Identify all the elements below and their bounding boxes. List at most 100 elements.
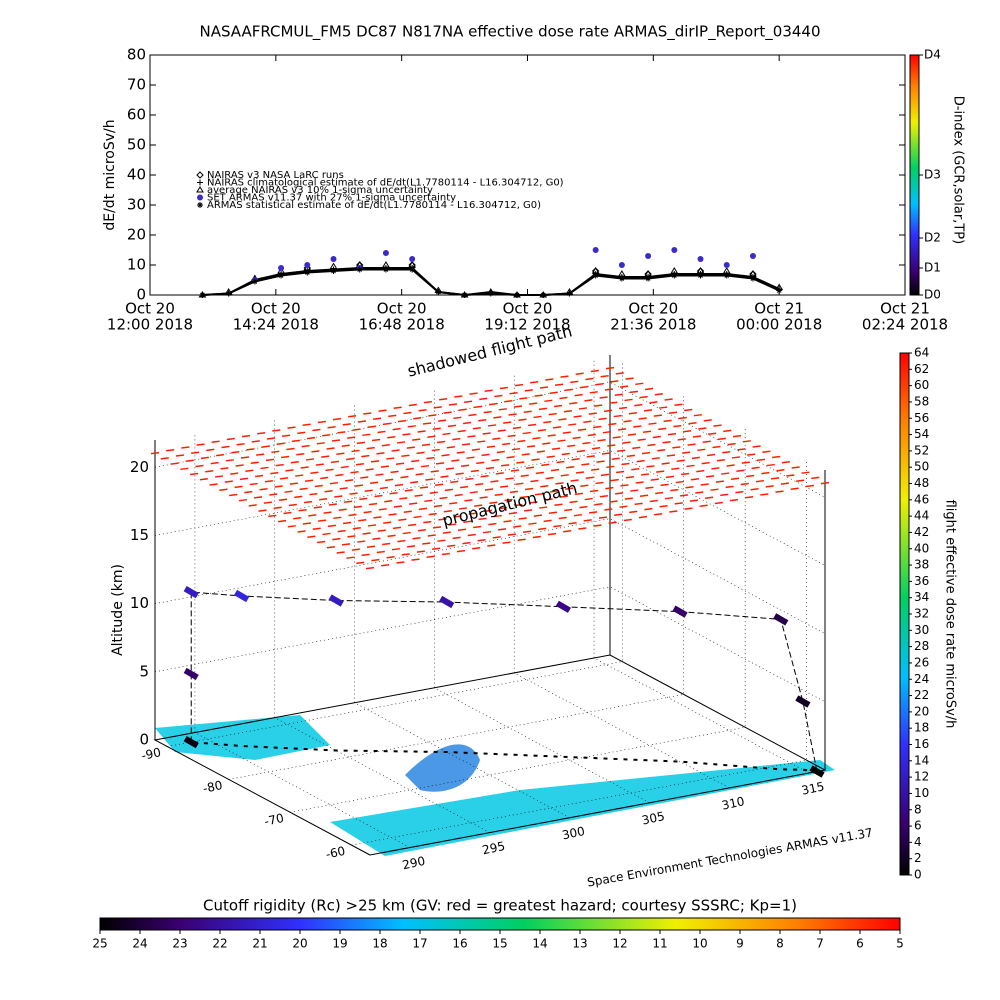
dose-dash [498,528,507,531]
dose-dash [418,408,427,412]
data-point [382,266,389,273]
dose-dash [303,500,313,504]
dose-dash [459,485,469,489]
dose-dash [576,449,586,453]
dose-dash [256,453,265,456]
dose-dash [534,394,543,397]
colorbar-tick-label: 40 [914,541,929,555]
dose-dash [569,401,578,405]
dose-dash [384,500,393,503]
legend-symbol [197,202,203,208]
colorbar-tick-label: 23 [172,937,187,951]
dose-dash [219,488,228,491]
dose-dash [431,547,441,550]
dose-dash [685,486,694,489]
dose-dash [431,448,440,452]
dose-dash [457,528,467,532]
data-point [566,290,573,297]
dose-dash [396,441,406,444]
dose-dash [588,412,597,415]
dose-dash [430,470,439,473]
y-tick-label: 70 [127,76,146,94]
dose-dash [698,427,707,430]
dose-dash [512,426,522,430]
dose-dash [503,421,512,424]
dose-dash [466,456,475,459]
dose-dash [605,366,615,370]
x-tick-label: 19:12 2018 [484,316,570,334]
dose-point [234,589,250,603]
dose-dash [315,463,324,466]
dose-dash [314,484,323,488]
dose-dash [648,422,657,425]
axis-box [153,355,827,856]
dose-dash [410,481,419,484]
dose-dash [298,508,307,512]
dose-dash [593,524,602,527]
dose-dash [360,476,369,479]
dose-dash [357,420,367,423]
dose-dash [473,405,482,409]
dose-dash [312,527,321,530]
dose-dash [447,544,456,548]
dose-dash [732,434,742,438]
dose-dash [553,404,563,408]
dose-dash [677,438,686,441]
dose-dash [519,397,528,400]
dose-dash [245,469,254,473]
dose-dash [472,427,481,430]
dose-dash [515,482,524,486]
dose-dash [435,483,444,486]
dose-dash [468,512,477,515]
data-point [304,262,311,268]
dose-dash [392,526,402,530]
dose-dash [585,476,594,479]
dose-dash [342,423,351,426]
dose-dash [628,411,638,415]
dose-dash [536,450,545,453]
dose-dash [369,481,379,484]
dose-dash [696,469,705,473]
dose-dash [478,418,487,422]
dose-dash [602,430,612,434]
dose-dash [287,426,296,429]
dose-dash [438,419,447,422]
dose-dash [667,432,677,436]
dose-dash [310,471,319,474]
dose-dash [578,527,587,530]
dose-dash [609,401,618,405]
data-point [251,278,258,285]
dose-dash [542,442,551,445]
dose-dash [382,422,391,426]
dose-dash [550,468,560,472]
dose-dash [608,422,617,426]
dose-dash [498,408,507,411]
dose-dash [553,524,562,528]
dose-dash [408,523,417,527]
dose-dash [499,386,508,390]
dose-dash [514,503,523,507]
dose-dash [297,530,306,533]
grid-line [434,387,650,804]
dose-dash [150,451,160,455]
dose-dash [711,467,720,470]
dose-dash [509,490,519,494]
grid-line [593,357,810,774]
dose-dash [681,472,690,476]
colorbar-tick-label: 48 [914,476,929,490]
dose-dash [453,515,462,518]
dose-dash [613,513,623,516]
dose-dash [302,423,311,427]
dose-dash [670,488,679,492]
colorbar-tick-label: 4 [914,835,922,849]
dose-dash [805,484,814,488]
dose-dash [629,510,638,514]
propagation-layer [150,366,830,570]
dose-dash [644,387,654,391]
dose-dash [592,447,601,450]
colorbar-tick-label: 8 [914,802,922,816]
dose-dash [712,445,721,449]
colorbar-tick-label: 10 [914,786,929,800]
dose-dash [604,388,614,391]
dose-dash [238,498,248,502]
